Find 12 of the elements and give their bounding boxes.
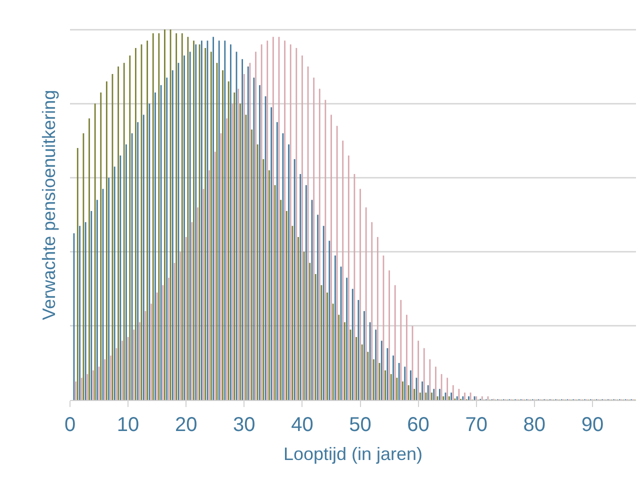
x-tick-label: 40 xyxy=(291,414,314,436)
x-tick-label: 90 xyxy=(581,414,604,436)
y-axis-title: Verwachte pensioenuitkering xyxy=(39,90,60,320)
x-axis-title: Looptijd (in jaren) xyxy=(283,444,423,464)
x-tick-label: 50 xyxy=(349,414,372,436)
x-tick-label: 70 xyxy=(465,414,488,436)
x-tick-label: 80 xyxy=(523,414,546,436)
x-tick-label: 60 xyxy=(407,414,430,436)
x-tick-label: 20 xyxy=(174,414,198,436)
x-tick-label: 0 xyxy=(64,414,76,436)
x-tick-label: 30 xyxy=(233,414,256,436)
x-tick-label: 10 xyxy=(116,414,140,436)
